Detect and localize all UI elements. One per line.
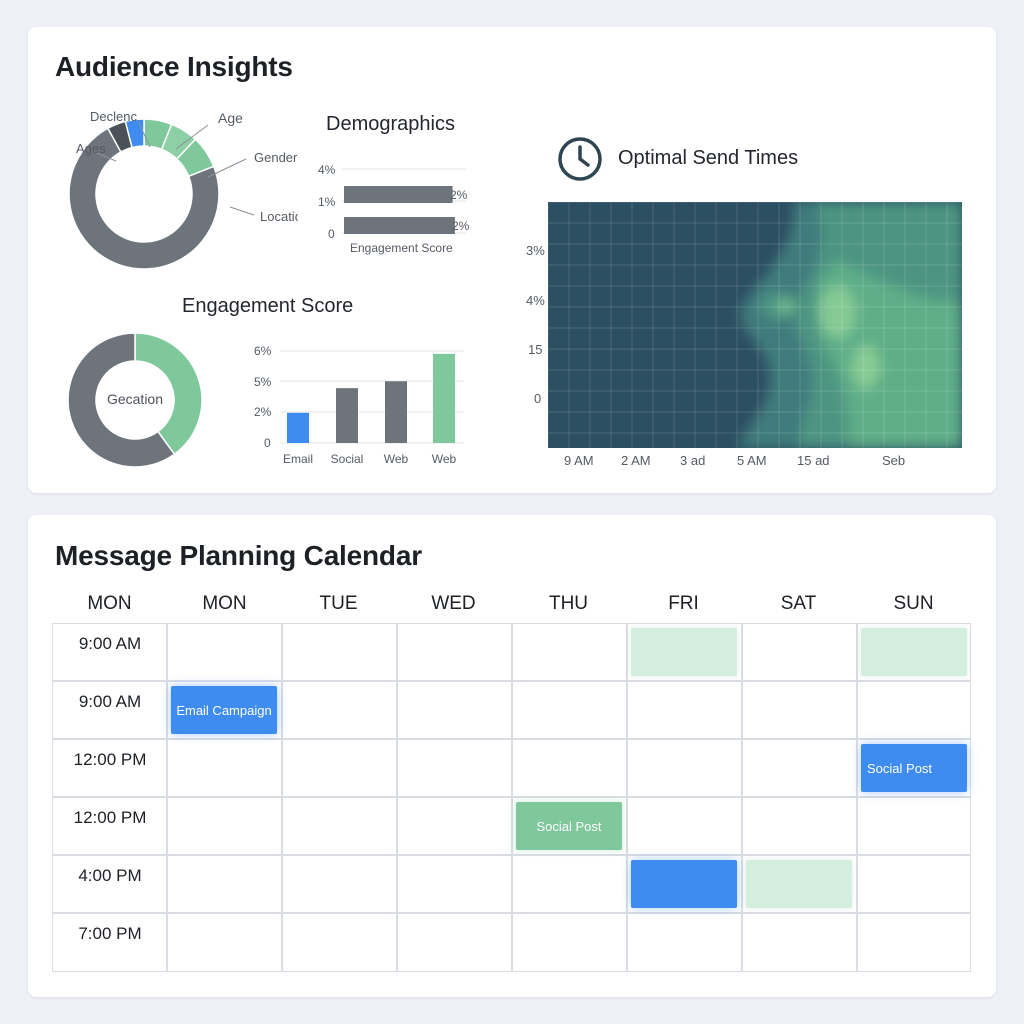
demographics-bar-chart: 4% 1% 0 2% 2% Engagement Score — [318, 163, 470, 255]
event-social-post-thu[interactable]: Social Post — [516, 802, 622, 850]
time-label-7pm: 7:00 PM — [78, 924, 142, 943]
engagement-bar-2 — [385, 381, 407, 443]
heatmap-x-tick-2: 3 ad — [680, 453, 706, 468]
donut-label-age: Age — [218, 110, 243, 126]
bar-x-label-social: Social — [331, 452, 364, 466]
day-header-sat: SAT — [780, 593, 817, 614]
event-fri-9am[interactable] — [631, 628, 737, 676]
heatmap-y-tick-0: 3% — [526, 243, 545, 258]
heatmap-x-tick-5: Seb — [882, 453, 906, 468]
calendar-grid[interactable]: 9:00 AM 9:00 AM 12:00 PM 12:00 PM 4:00 P… — [52, 623, 971, 972]
heatmap-y-tick-1: 4% — [526, 293, 545, 308]
audience-donut-segment-3 — [68, 127, 220, 270]
donut-label-location: Location — [260, 209, 298, 224]
day-header-sun: SUN — [893, 593, 934, 614]
audience-donut-segment-5 — [124, 118, 145, 149]
heatmap-y-tick-3: 0 — [534, 391, 542, 406]
time-label-12pm: 12:00 PM — [73, 750, 147, 769]
event-fri-4pm[interactable] — [631, 860, 737, 908]
time-label-9am: 9:00 AM — [78, 634, 142, 653]
time-label-9am-2: 9:00 AM — [78, 692, 142, 711]
optimal-send-times-title: Optimal Send Times — [618, 147, 799, 169]
event-email-campaign[interactable]: Email Campaign — [171, 686, 277, 734]
clock-icon — [558, 137, 602, 181]
demographics-bar-label-1: 2% — [452, 219, 470, 233]
event-sat-4pm[interactable] — [746, 860, 852, 908]
bar-y-tick-1: 5% — [254, 375, 272, 389]
demographics-xlabel: Engagement Score — [350, 241, 453, 255]
time-label-4pm: 4:00 PM — [78, 866, 142, 885]
day-header-mon-label: MON — [87, 593, 132, 614]
engagement-bar-1 — [336, 388, 358, 443]
audience-insights-title: Audience Insights — [55, 51, 293, 82]
calendar-title: Message Planning Calendar — [55, 540, 422, 571]
audience-insights-card: Audience Insights Declenc Ages Age Gende… — [28, 27, 996, 493]
engagement-bar-3 — [433, 353, 455, 443]
day-header-wed: WED — [431, 593, 476, 614]
event-social-post-sun[interactable]: Social Post — [861, 744, 967, 792]
message-planning-calendar-card: Message Planning Calendar MON MON TUE WE… — [28, 515, 996, 997]
engagement-donut-segment-1 — [67, 332, 176, 468]
engagement-donut-chart: Gecation — [67, 332, 203, 468]
engagement-donut-segment-0 — [134, 332, 203, 456]
heatmap-x-tick-4: 15 ad — [797, 453, 830, 468]
bar-y-tick-0: 6% — [254, 344, 272, 358]
donut-label-declenc: Declenc — [90, 109, 137, 124]
bar-y-tick-3: 0 — [264, 436, 271, 450]
audience-donut-chart: Declenc Ages Age Gender Location — [68, 109, 298, 270]
day-header-tue: TUE — [319, 593, 358, 614]
bar-y-tick-2: 2% — [254, 405, 272, 419]
day-header-fri: FRI — [668, 593, 699, 614]
engagement-bar-0 — [287, 412, 309, 443]
donut-label-gender: Gender — [254, 150, 298, 165]
donut-label-ages: Ages — [76, 141, 106, 156]
event-sun-9am[interactable] — [861, 628, 967, 676]
engagement-score-title: Engagement Score — [182, 295, 354, 317]
day-header-mon: MON — [202, 593, 247, 614]
demographics-tick-0: 4% — [318, 163, 336, 177]
demographics-tick-1: 1% — [318, 195, 336, 209]
demographics-bar-0 — [344, 186, 453, 203]
demographics-tick-2: 0 — [328, 227, 335, 241]
heatmap-x-tick-0: 9 AM — [564, 453, 594, 468]
day-header-thu: THU — [548, 593, 589, 614]
heatmap-y-tick-2: 15 — [528, 342, 543, 357]
demographics-title: Demographics — [326, 113, 455, 135]
time-label-12pm-2: 12:00 PM — [73, 808, 147, 827]
bar-x-label-web: Web — [384, 452, 409, 466]
engagement-bar-chart: 6% 5% 2% 0 Email Social Web Web — [254, 344, 464, 466]
demographics-bar-label-0: 2% — [450, 188, 468, 202]
heatmap-x-tick-3: 5 AM — [737, 453, 767, 468]
engagement-donut-center-label: Gecation — [107, 391, 163, 407]
bar-x-label-web-2: Web — [432, 452, 457, 466]
demographics-bar-1 — [344, 217, 455, 234]
send-time-heatmap — [548, 202, 962, 448]
bar-x-label-email: Email — [283, 452, 313, 466]
heatmap-x-tick-1: 2 AM — [621, 453, 651, 468]
